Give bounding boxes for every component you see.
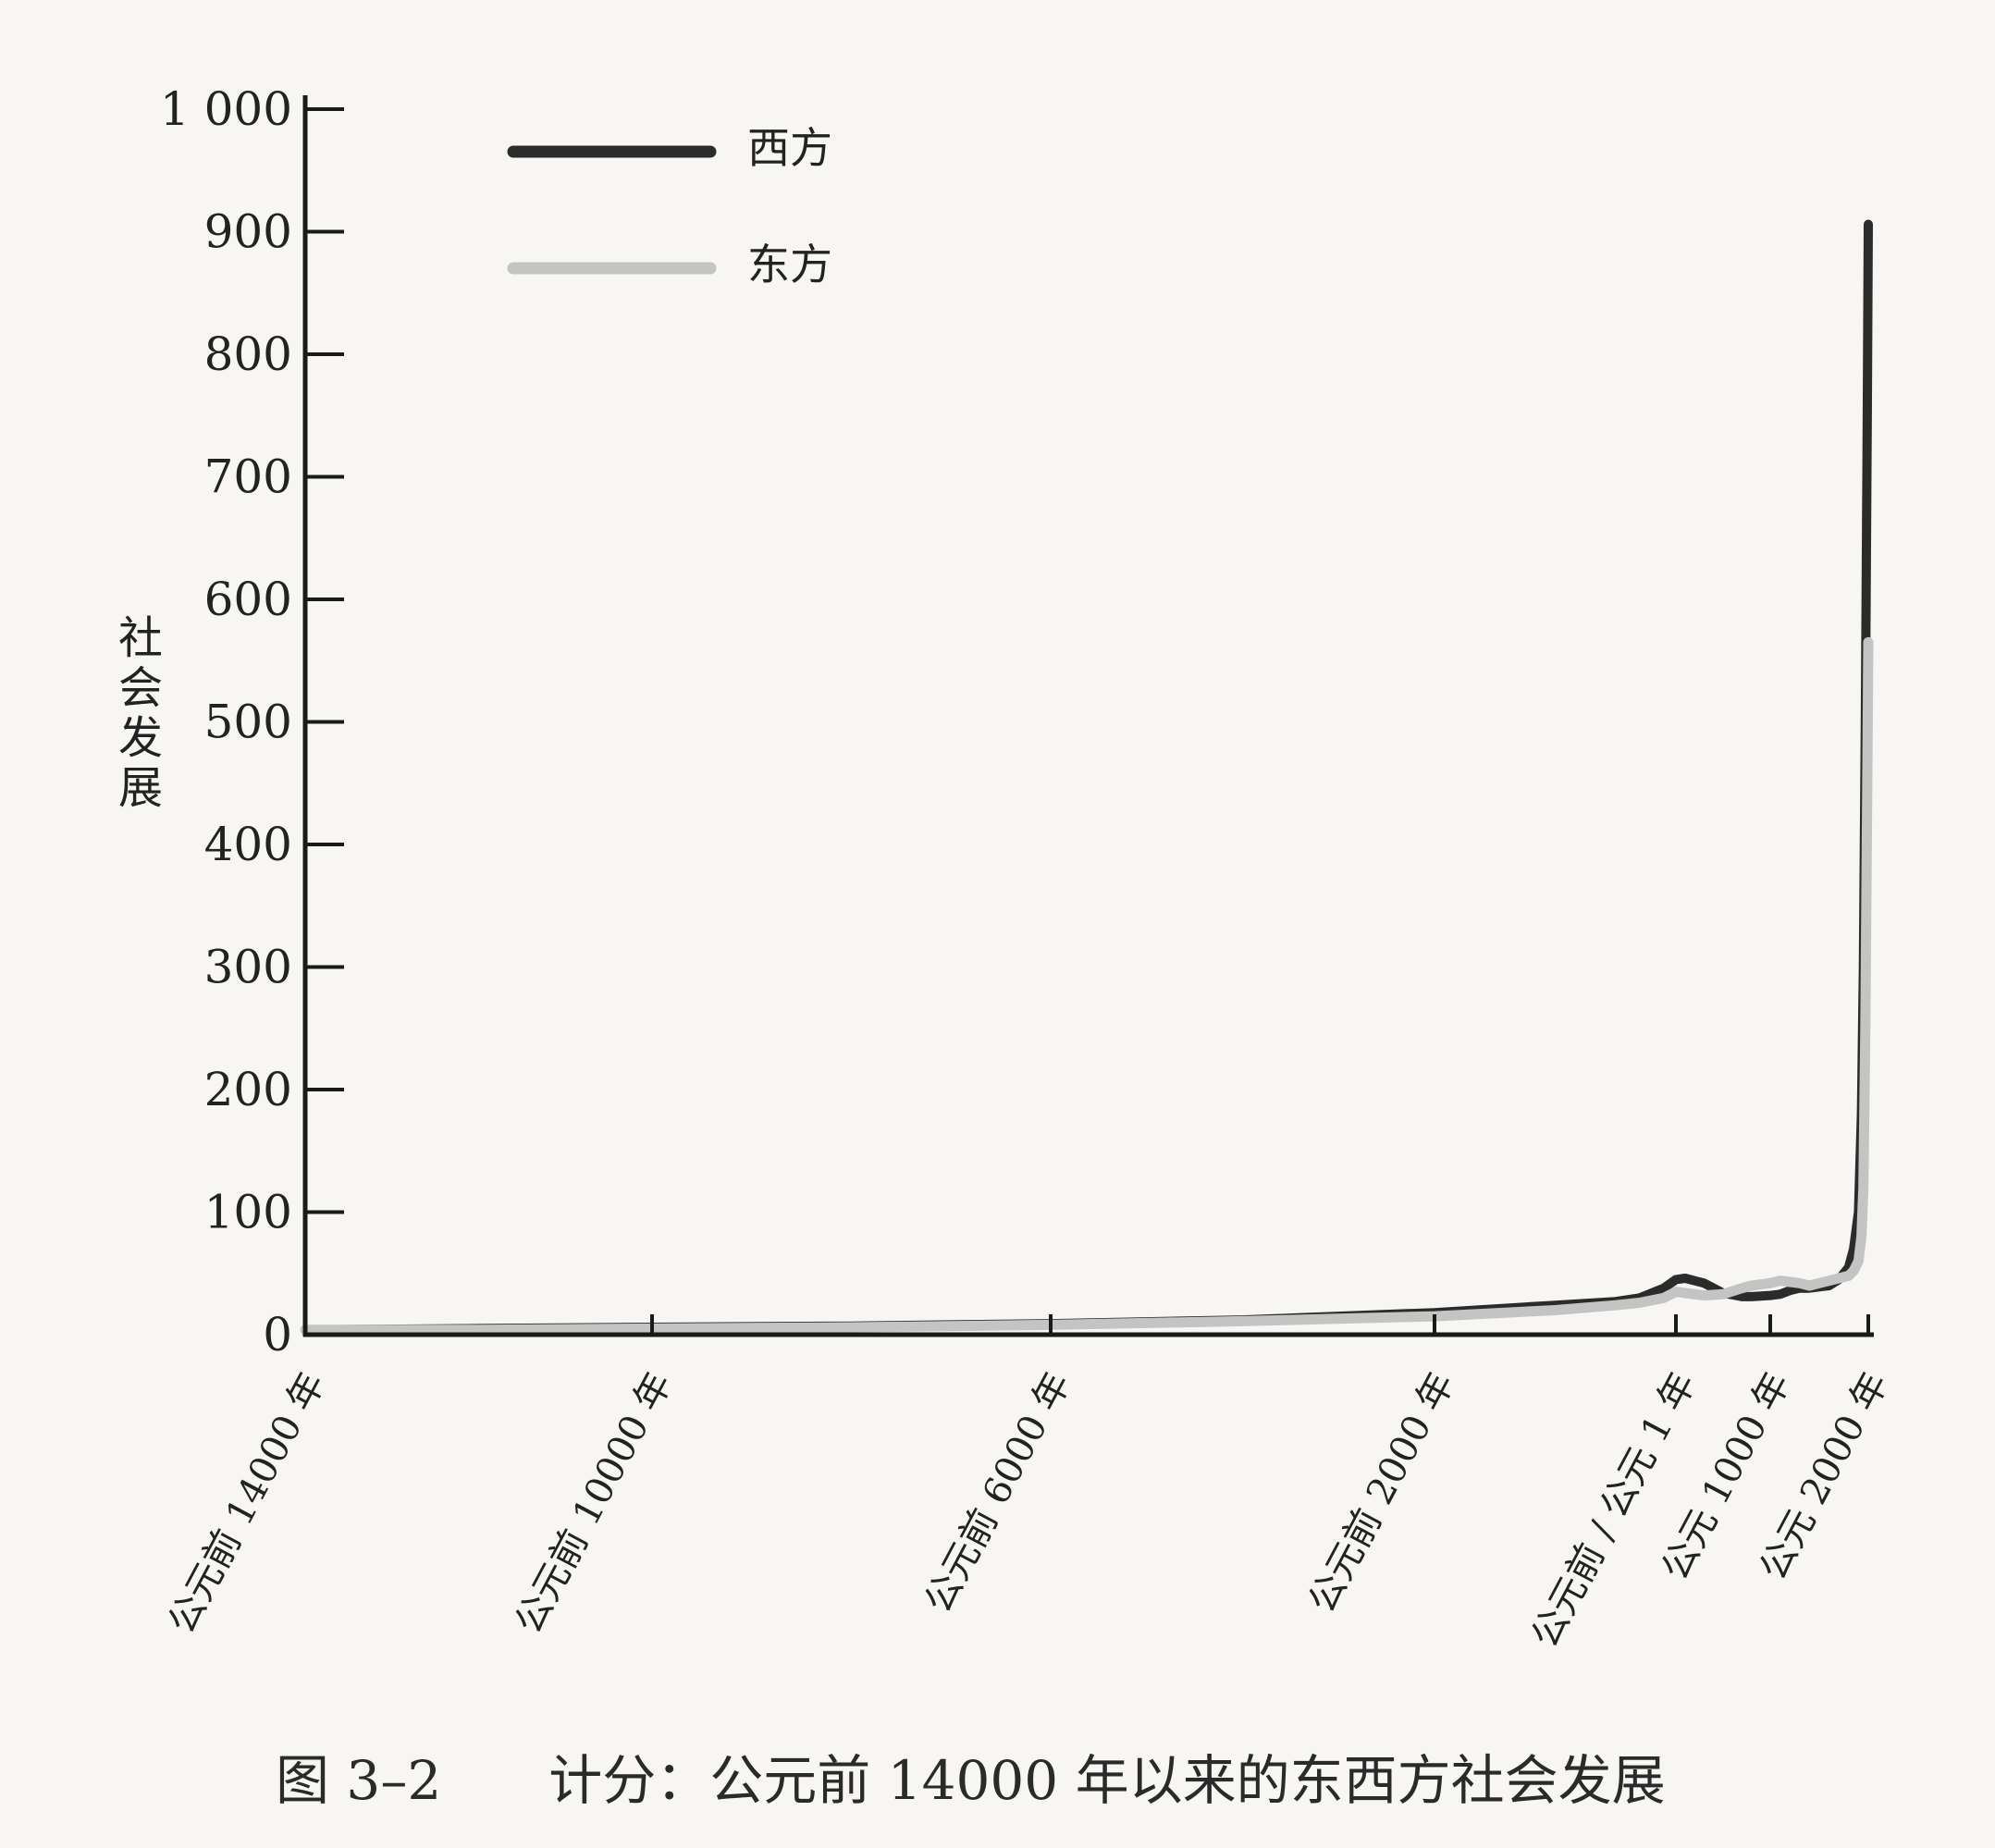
y-tick-label: 100 xyxy=(204,1186,292,1239)
legend-label-east: 东方 xyxy=(747,240,832,290)
series-line-east xyxy=(300,636,1874,1336)
y-tick-label: 900 xyxy=(204,205,292,259)
y-tick-label: 300 xyxy=(204,941,292,994)
y-axis-label-char: 发 xyxy=(118,712,163,764)
x-tick-label: 公元前 2000 年 xyxy=(1300,1365,1462,1620)
series-line-west xyxy=(301,219,1873,1335)
legend-label-west: 西方 xyxy=(747,123,832,173)
y-axis-ticks: 0 100 200 300 400 500 600 700 800 900 1 000 xyxy=(160,82,344,1361)
y-tick-label: 800 xyxy=(204,327,292,381)
x-tick-label: 公元前 14000 年 xyxy=(160,1365,333,1641)
x-tick-label: 公元前 10000 年 xyxy=(507,1365,680,1641)
y-tick-label: 700 xyxy=(204,450,292,504)
y-tick-label: 1 000 xyxy=(160,82,292,136)
y-tick-label: 400 xyxy=(204,818,292,871)
legend: 西方 东方 xyxy=(507,123,832,290)
series-lines xyxy=(300,219,1874,1336)
y-axis-label: 社会发展 xyxy=(118,612,163,814)
y-axis-label-char: 展 xyxy=(118,762,163,814)
y-tick-label: 0 xyxy=(263,1308,292,1361)
figure-caption: 图 3–2 计分：公元前 14000 年以来的东西方社会发展 xyxy=(276,1749,1666,1812)
x-tick-label: 公元前 / 公元 1 年 xyxy=(1523,1365,1704,1655)
y-tick-label: 500 xyxy=(204,696,292,749)
x-axis-ticks: 公元前 14000 年 公元前 10000 年 公元前 6000 年 公元前 2000… xyxy=(160,1314,1897,1655)
y-tick-label: 200 xyxy=(204,1063,292,1116)
y-tick-label: 600 xyxy=(204,573,292,626)
x-tick-label: 公元前 6000 年 xyxy=(917,1365,1078,1620)
y-axis-label-char: 社 xyxy=(118,612,163,664)
axes xyxy=(302,95,1874,1337)
y-axis-label-char: 会 xyxy=(118,662,163,714)
